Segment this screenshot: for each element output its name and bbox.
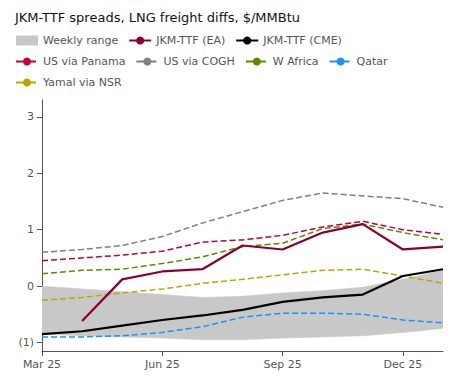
svg-text:Dec 25: Dec 25 [384, 358, 423, 371]
svg-text:2: 2 [27, 167, 34, 180]
svg-text:(1): (1) [18, 336, 34, 349]
svg-text:W Africa: W Africa [273, 55, 319, 68]
svg-text:Jun 25: Jun 25 [144, 358, 180, 371]
svg-text:US via COGH: US via COGH [163, 55, 234, 68]
svg-text:0: 0 [27, 280, 34, 293]
svg-text:JKM-TTF (CME): JKM-TTF (CME) [262, 34, 342, 47]
svg-text:Yamal via NSR: Yamal via NSR [42, 76, 122, 89]
svg-text:Sep 25: Sep 25 [263, 358, 301, 371]
svg-text:Qatar: Qatar [357, 55, 388, 68]
svg-text:Weekly range: Weekly range [43, 34, 118, 47]
svg-text:3: 3 [27, 110, 34, 123]
svg-text:JKM-TTF spreads, LNG freight d: JKM-TTF spreads, LNG freight diffs, $/MM… [14, 10, 300, 25]
svg-text:Mar 25: Mar 25 [23, 358, 61, 371]
svg-text:JKM-TTF (EA): JKM-TTF (EA) [155, 34, 225, 47]
svg-text:1: 1 [27, 223, 34, 236]
svg-text:US via Panama: US via Panama [43, 55, 125, 68]
